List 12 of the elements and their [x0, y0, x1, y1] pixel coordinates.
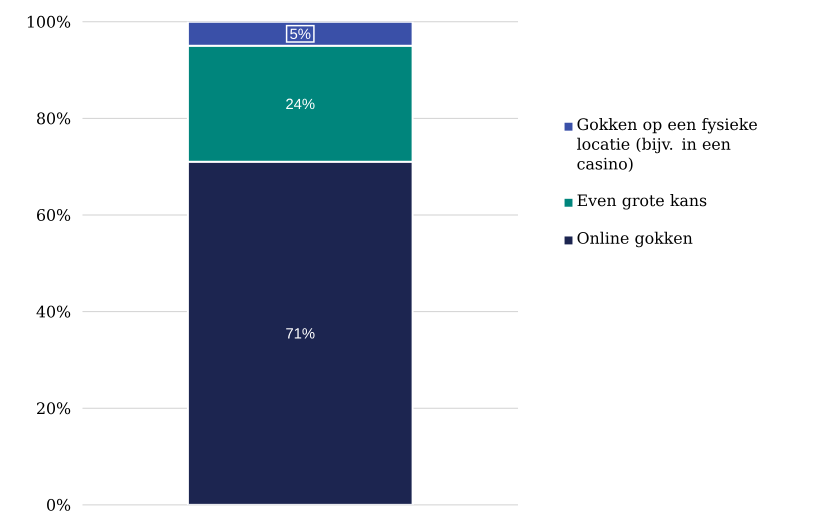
legend-label: Even grote kans — [577, 194, 706, 210]
y-tick-label: 80% — [37, 112, 70, 124]
y-tick-label: 0% — [47, 499, 70, 511]
legend-label: Gokken op een fysieke locatie (bijv. in een casino) — [577, 118, 757, 172]
legend-label: Online gokken — [578, 232, 692, 248]
data-label: 24% — [286, 98, 315, 110]
data-label: 5% — [290, 28, 310, 40]
y-tick-label: 60% — [37, 209, 70, 222]
y-tick-label: 100% — [28, 16, 70, 28]
y-tick-label: 40% — [36, 306, 70, 318]
data-label: 71% — [286, 328, 315, 339]
y-tick-label: 20% — [37, 402, 70, 414]
